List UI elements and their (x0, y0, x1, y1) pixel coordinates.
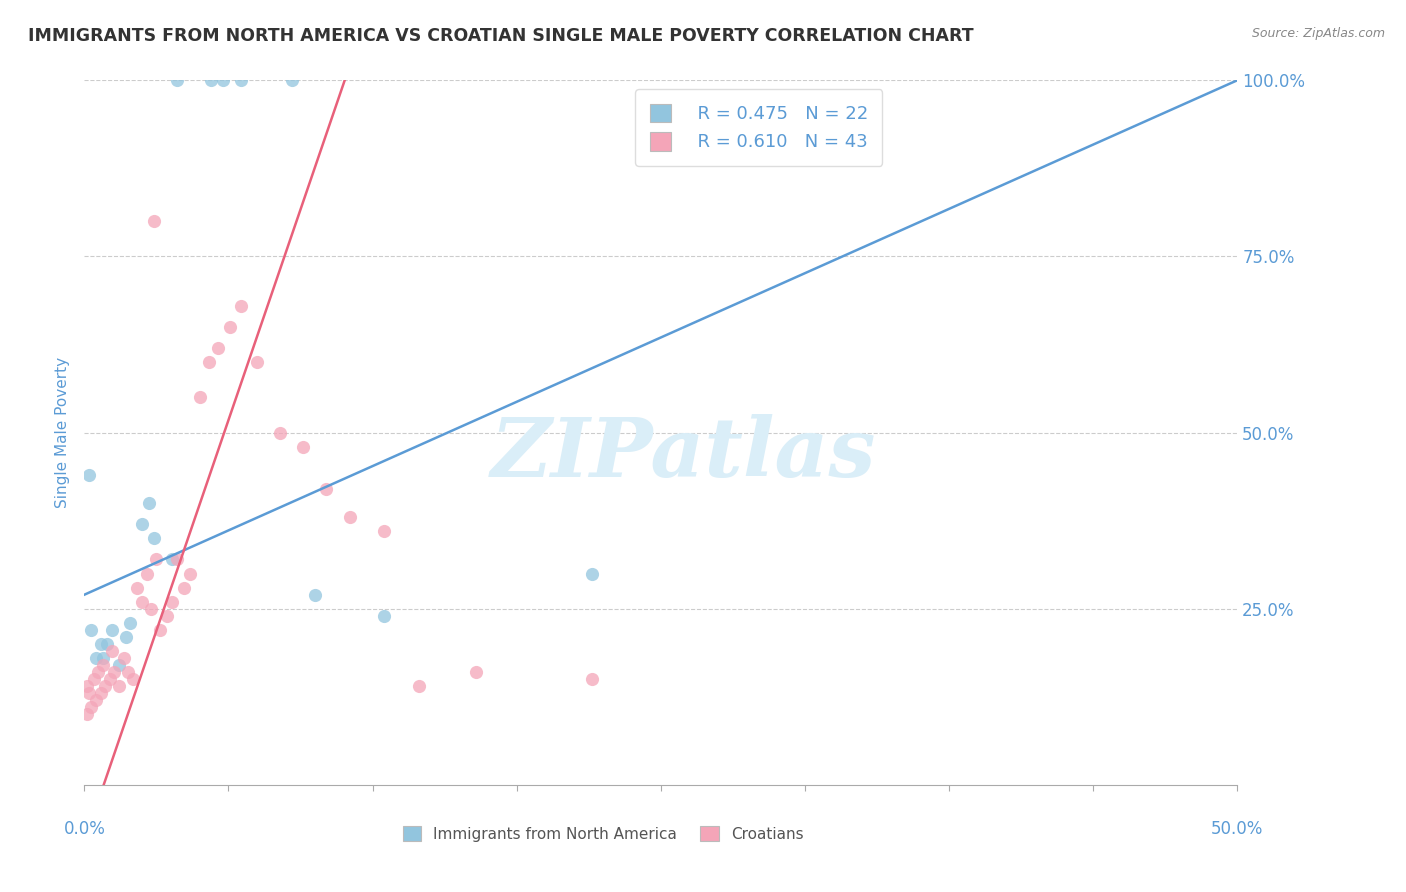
Point (108, 679, 131, 693)
Point (156, 608, 179, 623)
Point (127, 581, 149, 595)
Point (84, 693, 107, 707)
Point (304, 588, 326, 602)
Text: 50.0%: 50.0% (1211, 821, 1264, 838)
Point (315, 482, 337, 496)
Point (121, 673, 143, 687)
Point (138, 496, 160, 510)
Point (98, 673, 121, 687)
Point (87, 665, 110, 680)
Point (149, 623, 172, 637)
Point (581, 566, 603, 581)
Point (83, 673, 105, 687)
Point (91, 651, 114, 665)
Point (179, 566, 201, 581)
Point (373, 608, 395, 623)
Point (103, 665, 125, 680)
Point (207, 341, 229, 355)
Point (142, 214, 165, 228)
Point (160, 552, 183, 566)
Point (188, 391, 211, 405)
Text: IMMIGRANTS FROM NORTH AMERICA VS CROATIAN SINGLE MALE POVERTY CORRELATION CHART: IMMIGRANTS FROM NORTH AMERICA VS CROATIA… (28, 27, 974, 45)
Point (211, 73, 233, 87)
Legend: Immigrants from North America, Croatians: Immigrants from North America, Croatians (396, 820, 810, 847)
Point (581, 673, 603, 687)
Point (218, 320, 240, 334)
Point (120, 615, 142, 630)
Point (101, 623, 124, 637)
Point (77, 686, 100, 700)
Point (292, 440, 315, 454)
Point (135, 566, 157, 581)
Point (131, 517, 153, 532)
Point (91, 658, 114, 673)
Y-axis label: Single Male Poverty: Single Male Poverty (55, 357, 70, 508)
Point (108, 658, 131, 673)
Point (281, 73, 304, 87)
Point (142, 532, 165, 546)
Text: 0.0%: 0.0% (63, 821, 105, 838)
Point (373, 524, 395, 539)
Point (269, 425, 291, 440)
Point (84, 651, 107, 665)
Point (76, 679, 98, 693)
Point (231, 299, 253, 313)
Point (145, 552, 167, 566)
Point (198, 355, 221, 369)
Point (141, 601, 163, 615)
Point (89, 637, 111, 651)
Point (101, 644, 124, 658)
Point (76, 707, 98, 722)
Point (94, 679, 117, 693)
Point (200, 73, 222, 87)
Point (89, 686, 111, 700)
Point (96, 637, 118, 651)
Point (339, 510, 361, 524)
Point (115, 630, 138, 644)
Text: ZIPatlas: ZIPatlas (491, 414, 876, 494)
Point (131, 595, 153, 609)
Point (465, 665, 488, 680)
Point (166, 73, 188, 87)
Point (117, 665, 139, 680)
Point (80, 623, 103, 637)
Point (246, 355, 269, 369)
Point (77, 467, 100, 482)
Point (408, 679, 430, 693)
Point (173, 581, 195, 595)
Point (166, 552, 188, 566)
Point (80, 700, 103, 714)
Point (160, 595, 183, 609)
Point (231, 73, 253, 87)
Point (112, 651, 135, 665)
Text: Source: ZipAtlas.com: Source: ZipAtlas.com (1251, 27, 1385, 40)
